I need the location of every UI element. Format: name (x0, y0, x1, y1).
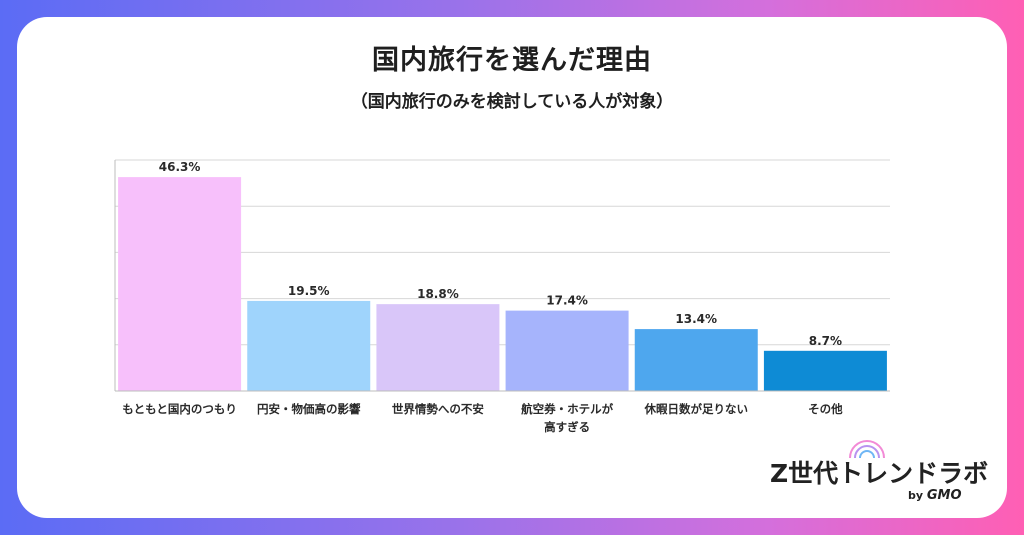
category-label: 世界情勢への不安 (392, 402, 484, 416)
logo-brand: GMO (926, 488, 962, 503)
logo-byline: by GMO (908, 488, 962, 503)
chart-title: 国内旅行を選んだ理由 (372, 45, 652, 76)
bar (634, 329, 758, 391)
bar (376, 304, 500, 391)
data-label: 18.8% (417, 287, 459, 301)
category-label: 高すぎる (544, 420, 590, 434)
bar (118, 177, 242, 391)
data-label: 17.4% (546, 294, 588, 308)
logo-by: by (908, 489, 924, 502)
bar (505, 310, 629, 391)
data-label: 46.3% (159, 160, 201, 174)
logo-text: Z世代トレンドラボ (770, 459, 989, 488)
data-label: 19.5% (288, 284, 330, 298)
brand-logo: Z世代トレンドラボ by GMO (760, 430, 990, 510)
bar (763, 350, 887, 391)
category-label: もともと国内のつもり (122, 402, 237, 416)
bar (247, 300, 371, 391)
signal-rings-icon (849, 440, 885, 459)
category-label: 休暇日数が足りない (644, 402, 749, 416)
data-label: 8.7% (809, 334, 842, 348)
category-label: 円安・物価高の影響 (257, 402, 361, 416)
category-label: 航空券・ホテルが (521, 402, 613, 416)
chart-subtitle: （国内旅行のみを検討している人が対象） (350, 92, 674, 112)
data-label: 13.4% (675, 312, 717, 326)
category-label: その他 (808, 402, 843, 416)
